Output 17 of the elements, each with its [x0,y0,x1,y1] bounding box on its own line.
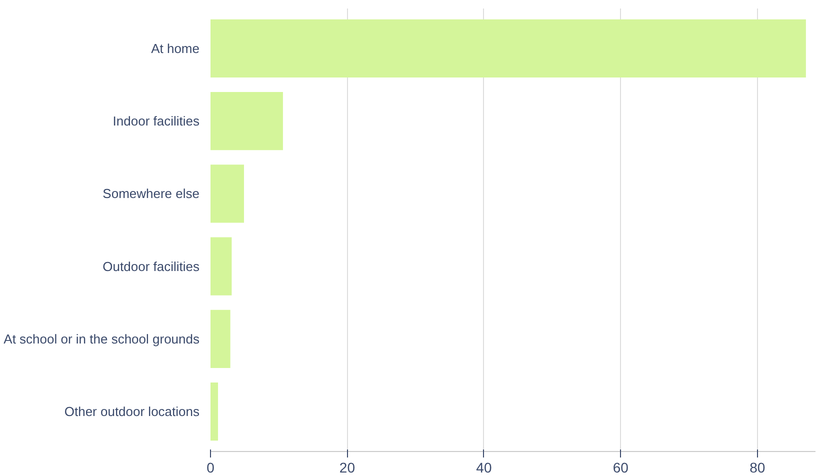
y-tick-label: At home [151,40,200,56]
x-tick-label: 40 [476,460,492,475]
bar [210,164,244,223]
bar [210,310,230,368]
y-tick-label: Outdoor facilities [102,258,200,274]
y-tick-label: Somewhere else [102,186,200,202]
bar [210,19,806,78]
y-tick-label: Indoor facilities [112,114,200,129]
bar [210,237,232,296]
x-tick-label: 0 [206,460,215,475]
bar [210,382,218,441]
x-tick-label: 80 [750,460,766,475]
y-tick-label: Other outdoor locations [64,404,200,420]
y-tick-label: At school or in the school grounds [4,331,200,346]
x-tick-label: 20 [339,460,356,475]
bar [210,92,283,150]
x-tick-label: 60 [612,460,629,475]
